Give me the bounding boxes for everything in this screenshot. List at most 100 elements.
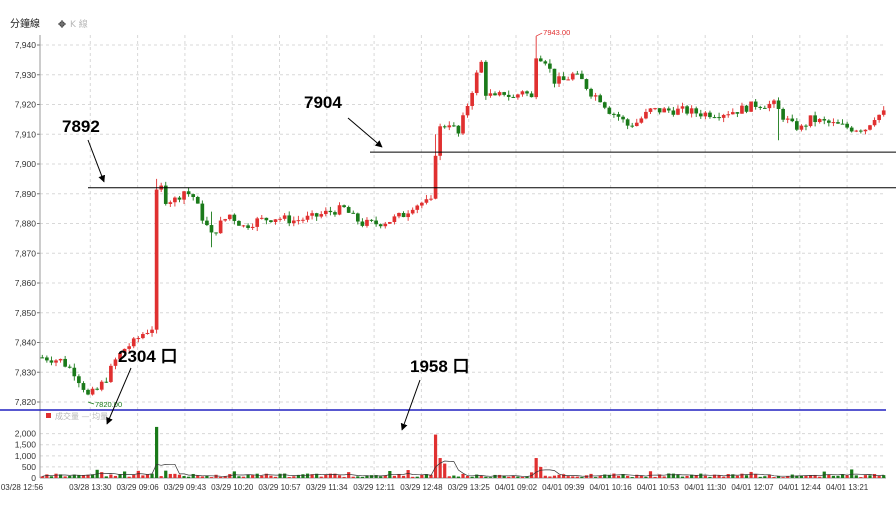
candle-body — [612, 113, 616, 115]
volume-bar — [145, 474, 150, 478]
time-tick-label: 03/29 12:11 — [353, 483, 395, 492]
volume-bar — [456, 476, 461, 478]
candle-body — [566, 79, 571, 81]
candle-body — [772, 100, 776, 104]
candle-body — [214, 232, 218, 234]
volume-bar — [598, 475, 602, 478]
candle-body — [424, 199, 429, 203]
volume-bar — [63, 476, 67, 478]
candle-body — [136, 338, 141, 340]
time-tick-label: 04/01 09:02 — [495, 483, 538, 492]
time-tick-label: 04/01 09:39 — [542, 483, 585, 492]
volume-bar — [411, 476, 415, 478]
candle-body — [589, 88, 593, 97]
volume-bar — [520, 476, 525, 478]
volume-bar — [539, 466, 543, 478]
candle-body — [648, 108, 653, 112]
volume-bar — [543, 475, 547, 478]
tab-minute-line[interactable]: 分鐘線 — [10, 17, 40, 30]
volume-bar — [653, 476, 657, 478]
price-tick-label: 7,940 — [15, 40, 37, 50]
candle-body — [685, 106, 689, 114]
volume-bar — [191, 473, 195, 478]
candle-body — [584, 79, 589, 89]
max-price-pointer — [535, 32, 543, 37]
candle-body — [355, 213, 360, 222]
candle-body — [634, 122, 639, 127]
volume-bar — [155, 426, 159, 478]
candle-body — [150, 329, 154, 333]
candle-body — [570, 73, 575, 80]
candle-body — [118, 353, 122, 360]
candle-body — [497, 92, 502, 96]
candle-body — [301, 219, 305, 221]
volume-bar — [447, 476, 451, 478]
candle-body — [794, 121, 799, 130]
grid — [40, 35, 886, 479]
candle-body — [753, 101, 758, 107]
candle-body — [804, 125, 808, 127]
gear-icon[interactable] — [58, 20, 66, 28]
candle-body — [488, 93, 493, 96]
volume-bar — [479, 476, 483, 478]
candle-body — [735, 112, 740, 114]
time-tick-label: 03/29 10:57 — [258, 483, 301, 492]
volume-bar — [859, 477, 863, 478]
volume-bar — [369, 475, 374, 478]
volume-bar — [360, 476, 364, 478]
volume-bar — [429, 474, 433, 478]
volume-bar — [621, 474, 625, 478]
candle-body — [72, 367, 77, 377]
volume-bar — [850, 469, 854, 478]
volume-bar — [68, 475, 72, 478]
candle-body — [406, 213, 410, 218]
volume-bar — [603, 474, 607, 478]
tab-k-line[interactable]: K 線 — [70, 18, 88, 30]
volume-bar — [40, 476, 44, 478]
volume-bar — [667, 473, 671, 478]
volume-bar — [214, 474, 218, 478]
candle-body — [767, 103, 772, 109]
volume-bar — [159, 476, 163, 478]
candle-body — [442, 126, 447, 128]
volume-bar — [863, 475, 868, 478]
candle-body — [808, 115, 813, 127]
volume-bar — [552, 475, 557, 478]
volume-bar — [415, 476, 419, 478]
price-tick-label: 7,860 — [15, 278, 37, 288]
candle-body — [141, 334, 145, 339]
price-tick-label: 7,820 — [15, 397, 37, 407]
volume-bar — [351, 476, 355, 478]
candle-body — [49, 360, 54, 363]
volume-bar — [594, 477, 598, 478]
candle-body — [712, 117, 717, 119]
volume-bar — [671, 473, 675, 478]
volume-bar — [804, 476, 808, 478]
candle-body — [717, 117, 721, 119]
candle-body — [360, 221, 365, 226]
volume-bar — [726, 474, 730, 478]
time-tick-label: 04/01 12:44 — [779, 483, 822, 492]
time-tick-label: 04/01 10:53 — [637, 483, 680, 492]
candle-body — [54, 360, 58, 363]
volume-bar — [511, 475, 515, 478]
candle-body — [420, 202, 424, 206]
volume-bar — [776, 475, 781, 478]
volume-bar — [607, 474, 611, 478]
candle-body — [186, 191, 191, 195]
volume-bar — [758, 476, 762, 478]
volume-bar — [690, 474, 694, 478]
volume-bar — [383, 475, 387, 478]
chart-header: 分鐘線 K 線 — [10, 17, 88, 30]
arrow-volume-1958 — [400, 379, 421, 431]
candle-body — [854, 130, 859, 132]
candle-body — [456, 125, 461, 134]
arrow-volume-2304 — [106, 367, 132, 425]
volume-bar — [703, 475, 707, 478]
volume-bar — [470, 476, 474, 478]
price-tick-label: 7,840 — [15, 338, 37, 348]
volume-bar — [132, 475, 136, 478]
volume-bar — [484, 476, 488, 478]
candle-body — [365, 219, 369, 226]
